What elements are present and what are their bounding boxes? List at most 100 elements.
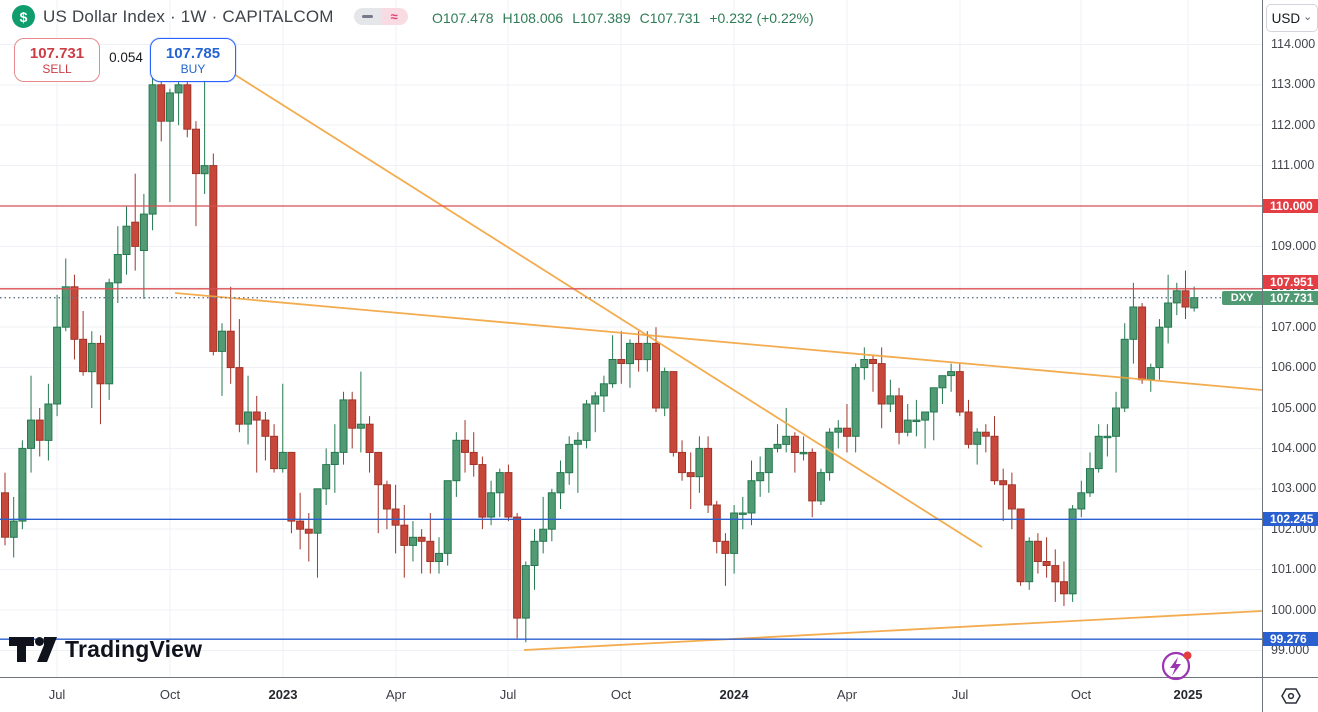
candle <box>339 391 348 465</box>
candle-body <box>409 536 417 546</box>
candle <box>964 399 973 449</box>
symbol-title[interactable]: US Dollar Index · 1W · CAPITALCOM <box>43 6 334 26</box>
candle-body <box>599 383 608 397</box>
price-axis[interactable]: USD ⌄ 99.000 100.000 101.000 102.000 103.000… <box>1262 0 1318 677</box>
candle-body <box>287 451 296 522</box>
candle <box>1042 537 1051 578</box>
approx-pill-toggle[interactable]: ≈ <box>380 8 408 25</box>
buy-label: BUY <box>180 61 206 76</box>
axis-settings-button[interactable] <box>1262 677 1318 712</box>
candle <box>461 420 469 473</box>
candle <box>9 496 18 558</box>
candle <box>87 331 96 408</box>
tradingview-logo[interactable]: TradingView <box>8 636 202 663</box>
candle-body <box>1016 508 1025 583</box>
candle <box>417 529 426 574</box>
candle <box>478 456 487 530</box>
candle <box>678 440 686 481</box>
candle <box>530 529 539 590</box>
trendline[interactable] <box>523 610 1262 651</box>
candle <box>738 496 747 530</box>
candle-body <box>1120 338 1129 409</box>
candle <box>53 294 62 417</box>
spread-value: 0.054 <box>109 50 143 65</box>
candle <box>105 278 114 400</box>
candle <box>695 436 704 493</box>
candle-body <box>686 472 695 478</box>
candle-body <box>27 419 35 449</box>
candle <box>400 505 409 578</box>
candle-body <box>530 540 539 566</box>
price-tick-label: 105.000 <box>1271 400 1317 415</box>
minus-pill-toggle[interactable] <box>353 8 381 25</box>
candle <box>287 451 296 534</box>
candle <box>843 404 851 453</box>
candle <box>1181 270 1190 320</box>
candle-body <box>782 435 791 445</box>
candle-body <box>382 484 391 510</box>
candle-body <box>973 431 982 445</box>
candle-body <box>764 447 773 474</box>
candle <box>773 424 782 453</box>
candle-body <box>53 326 62 405</box>
trendline[interactable] <box>179 39 983 548</box>
candle-body <box>218 330 226 352</box>
candle <box>1190 286 1199 312</box>
candle-body <box>504 472 513 518</box>
candle-body <box>816 472 825 502</box>
candle-body <box>244 411 252 425</box>
ohlc-low: L107.389 <box>572 10 631 26</box>
candle-body <box>200 165 209 175</box>
candle <box>1146 363 1155 392</box>
approx-icon: ≈ <box>390 9 398 24</box>
candle-body <box>1190 297 1199 309</box>
candle-body <box>790 435 799 453</box>
trendline[interactable] <box>174 292 1262 391</box>
price-tick-label: 109.000 <box>1271 238 1317 253</box>
candle <box>1051 549 1060 602</box>
candle-body <box>843 427 851 437</box>
candle-body <box>9 520 18 538</box>
currency-dropdown[interactable]: USD ⌄ <box>1266 4 1318 32</box>
candle <box>1112 391 1120 473</box>
price-tick-label: 112.000 <box>1271 117 1316 132</box>
price-tick-label: 114.000 <box>1271 36 1316 51</box>
candle-body <box>860 359 869 369</box>
candle-body <box>1051 565 1060 583</box>
candle <box>382 480 391 530</box>
candle <box>252 395 261 473</box>
candle-body <box>96 342 105 385</box>
candle <box>816 468 825 505</box>
candle <box>148 76 157 231</box>
price-tick-label: 111.000 <box>1271 158 1315 173</box>
candle <box>27 375 35 473</box>
candle <box>973 428 982 465</box>
candle <box>96 335 105 425</box>
time-axis[interactable]: Jul Oct 2023 Apr Jul Oct 2024 Apr Jul Oct 2025 <box>0 677 1318 712</box>
candle <box>218 323 226 396</box>
candle <box>356 371 365 453</box>
candle-body <box>226 330 235 369</box>
candle-body <box>469 451 478 465</box>
candle <box>565 436 574 485</box>
chart-canvas[interactable] <box>0 0 1262 677</box>
candle-body <box>1164 302 1173 328</box>
candle <box>495 468 504 518</box>
dollar-circle-icon: $ <box>12 5 35 28</box>
sell-label: SELL <box>42 61 72 76</box>
chart-header: $ US Dollar Index · 1W · CAPITALCOM ≈ <box>12 5 408 28</box>
candle <box>131 173 140 271</box>
candle-body <box>348 399 357 429</box>
candle <box>313 488 322 578</box>
buy-button[interactable]: 107.785 BUY <box>150 38 236 82</box>
flash-status-icon[interactable] <box>1160 648 1196 689</box>
candle-body <box>556 472 565 494</box>
candle-body <box>573 439 582 445</box>
candle-body <box>1129 306 1138 340</box>
candle <box>764 447 773 493</box>
candle <box>365 416 374 473</box>
candle-body <box>487 492 496 518</box>
candle <box>1086 452 1094 497</box>
sell-button[interactable]: 107.731 SELL <box>14 38 100 82</box>
candle-body <box>669 371 678 453</box>
